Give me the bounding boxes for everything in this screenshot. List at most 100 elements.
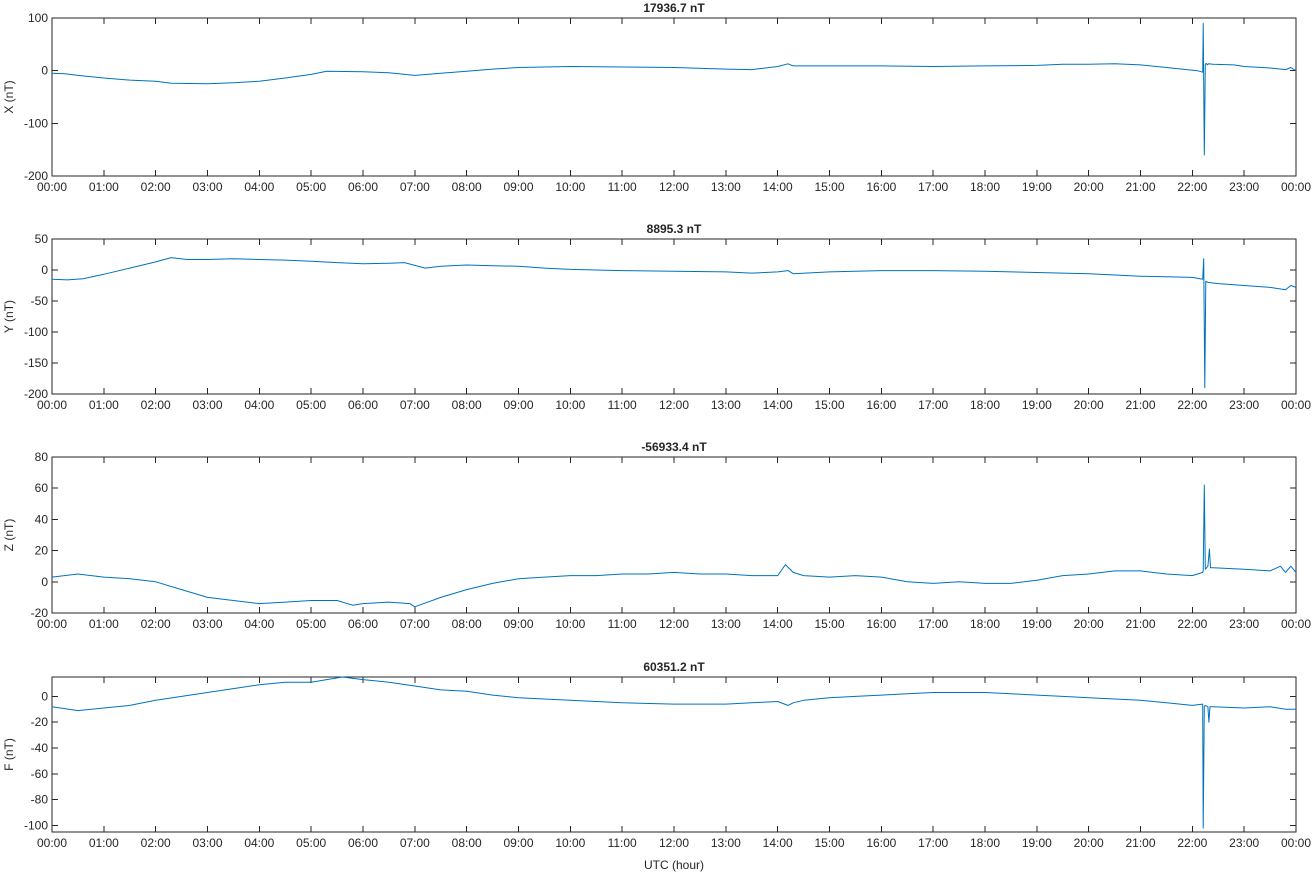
- x-series-line: [51, 22, 1297, 156]
- z-component-panel: -56933.4 nT Z (nT) -20 0 20 40 60 80 00:00 01:0…: [2, 440, 1311, 631]
- y-ytick-label: -50: [31, 294, 49, 308]
- z-xtick-label: 20:00: [1074, 617, 1104, 631]
- f-xtick-label: 13:00: [711, 836, 741, 850]
- z-xtick-label: 10:00: [555, 617, 585, 631]
- z-ytick-label: -20: [31, 606, 49, 620]
- y-xtick-label: 09:00: [503, 398, 533, 412]
- f-component-panel: 60351.2 nT F (nT) -100 -80 -60 -40 -20 0 00:00…: [2, 660, 1311, 872]
- z-xtick-label: 01:00: [89, 617, 119, 631]
- y-xtick-label: 06:00: [348, 398, 378, 412]
- z-xtick-label: 02:00: [141, 617, 171, 631]
- x-xtick-label: 13:00: [711, 180, 741, 194]
- z-ytick-label: 0: [41, 575, 48, 589]
- x-xtick-label: 11:00: [608, 180, 637, 194]
- z-xtick-label: 12:00: [659, 617, 689, 631]
- f-panel-title: 60351.2 nT: [643, 660, 705, 674]
- z-xtick-label: 06:00: [348, 617, 378, 631]
- f-xtick-label: 08:00: [452, 836, 482, 850]
- x-panel-title: 17936.7 nT: [643, 1, 705, 15]
- z-xtick-label: 18:00: [970, 617, 1000, 631]
- x-axis-label: UTC (hour): [644, 858, 704, 872]
- x-xtick-label: 00:00: [37, 180, 67, 194]
- x-xtick-label: 05:00: [296, 180, 326, 194]
- f-xtick-label: 04:00: [244, 836, 274, 850]
- x-xtick-label: 09:00: [503, 180, 533, 194]
- f-ytick-label: -20: [31, 715, 49, 729]
- z-xtick-label: 03:00: [192, 617, 222, 631]
- z-ytick-label: 60: [35, 481, 49, 495]
- z-y-axis-label: Z (nT): [2, 519, 16, 552]
- z-xtick-label: 14:00: [763, 617, 793, 631]
- z-xtick-label: 07:00: [400, 617, 430, 631]
- z-xtick-label: 22:00: [1177, 617, 1207, 631]
- x-ytick-label: 0: [41, 64, 48, 78]
- y-component-panel: 8895.3 nT Y (nT) -200 -150 -100 -50 0 50 00:00…: [2, 222, 1311, 412]
- z-xtick-label: 00:00: [1281, 617, 1311, 631]
- z-xtick-label: 04:00: [244, 617, 274, 631]
- z-xtick-label: 17:00: [918, 617, 948, 631]
- f-xtick-label: 17:00: [918, 836, 948, 850]
- z-xtick-label: 11:00: [608, 617, 637, 631]
- f-xtick-label: 22:00: [1177, 836, 1207, 850]
- z-panel-title: -56933.4 nT: [641, 440, 707, 454]
- z-ytick-label: 40: [35, 512, 49, 526]
- x-xtick-label: 18:00: [970, 180, 1000, 194]
- x-xtick-label: 02:00: [141, 180, 171, 194]
- x-ytick-label: -200: [24, 169, 48, 183]
- z-xtick-label: 15:00: [814, 617, 844, 631]
- y-xtick-label: 02:00: [141, 398, 171, 412]
- f-xtick-label: 10:00: [555, 836, 585, 850]
- f-series-line: [51, 676, 1296, 829]
- y-xtick-label: 18:00: [970, 398, 1000, 412]
- f-xtick-label: 20:00: [1074, 836, 1104, 850]
- f-xtick-label: 21:00: [1125, 836, 1155, 850]
- z-xtick-label: 21:00: [1125, 617, 1155, 631]
- x-xtick-label: 15:00: [814, 180, 844, 194]
- y-axis-ticks: -200 -150 -100 -50 0 50 00:00 01:00 02:00 03:00 04…: [24, 232, 1311, 412]
- x-xtick-label: 22:00: [1177, 180, 1207, 194]
- z-xtick-label: 19:00: [1022, 617, 1052, 631]
- x-xtick-label: 04:00: [244, 180, 274, 194]
- f-plot-frame: [51, 676, 1297, 833]
- f-axis-ticks: -100 -80 -60 -40 -20 0 00:00 01:00 02:00 03:00 04:…: [24, 677, 1311, 850]
- x-xtick-label: 06:00: [348, 180, 378, 194]
- y-xtick-label: 03:00: [192, 398, 222, 412]
- y-ytick-label: -100: [24, 325, 48, 339]
- f-y-axis-label: F (nT): [2, 738, 16, 771]
- y-ytick-label: -200: [24, 387, 48, 401]
- f-ytick-label: -100: [24, 819, 48, 833]
- x-xtick-label: 03:00: [192, 180, 222, 194]
- y-ytick-label: 50: [35, 232, 49, 246]
- f-xtick-label: 01:00: [89, 836, 119, 850]
- y-xtick-label: 08:00: [452, 398, 482, 412]
- z-xtick-label: 05:00: [296, 617, 326, 631]
- y-xtick-label: 22:00: [1177, 398, 1207, 412]
- x-component-panel: 17936.7 nT X (nT) -200 -100 0 100 00:00 01:00…: [2, 1, 1311, 194]
- y-xtick-label: 00:00: [37, 398, 67, 412]
- z-xtick-label: 13:00: [711, 617, 741, 631]
- y-xtick-label: 11:00: [608, 398, 637, 412]
- z-series-line: [51, 484, 1297, 608]
- x-xtick-label: 23:00: [1229, 180, 1259, 194]
- z-xtick-label: 08:00: [452, 617, 482, 631]
- y-plot-frame: [51, 238, 1297, 395]
- y-xtick-label: 16:00: [866, 398, 896, 412]
- y-ytick-label: 0: [41, 263, 48, 277]
- y-y-axis-label: Y (nT): [2, 300, 16, 333]
- f-xtick-label: 18:00: [970, 836, 1000, 850]
- y-xtick-label: 21:00: [1125, 398, 1155, 412]
- x-xtick-label: 19:00: [1022, 180, 1052, 194]
- f-xtick-label: 03:00: [192, 836, 222, 850]
- x-xtick-label: 08:00: [452, 180, 482, 194]
- z-xtick-label: 16:00: [866, 617, 896, 631]
- x-y-axis-label: X (nT): [2, 80, 16, 113]
- x-xtick-label: 00:00: [1281, 180, 1311, 194]
- y-xtick-label: 14:00: [763, 398, 793, 412]
- y-xtick-label: 20:00: [1074, 398, 1104, 412]
- f-xtick-label: 16:00: [866, 836, 896, 850]
- y-series-line: [51, 257, 1297, 389]
- f-xtick-label: 07:00: [400, 836, 430, 850]
- f-xtick-label: 19:00: [1022, 836, 1052, 850]
- z-ytick-label: 20: [35, 544, 49, 558]
